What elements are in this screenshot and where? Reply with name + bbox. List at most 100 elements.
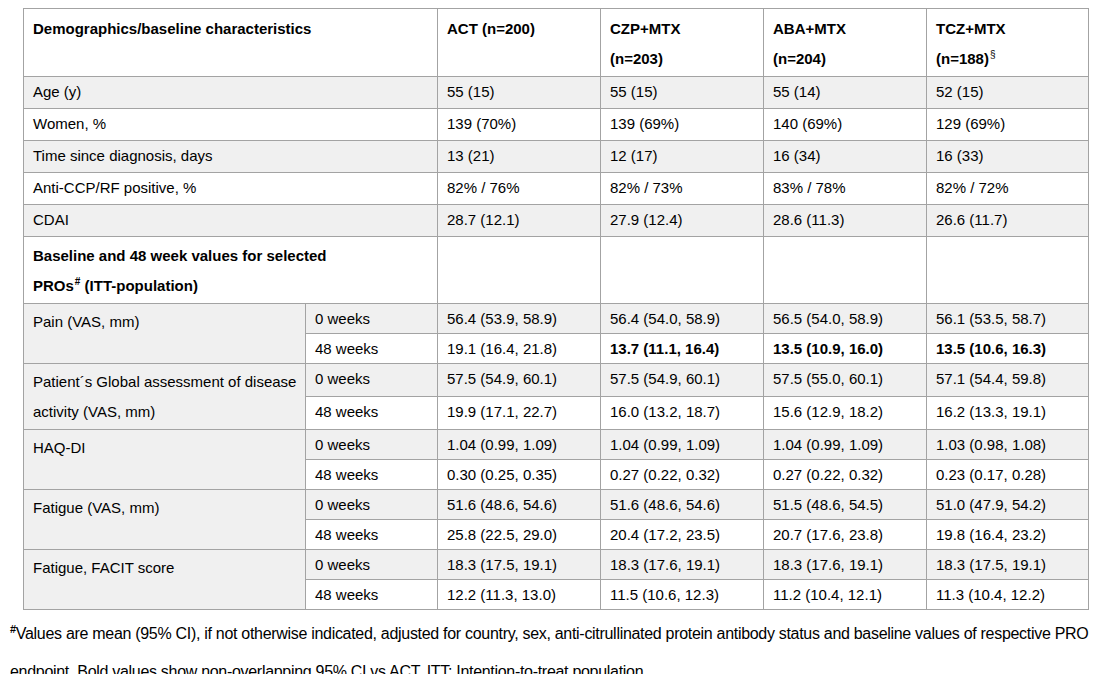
week-cell: 0 weeks (306, 304, 438, 334)
table-row: Anti-CCP/RF positive, %82% / 76%82% / 73… (24, 173, 1089, 205)
value-cell: 51.5 (48.6, 54.5) (764, 490, 927, 520)
value-cell: 1.04 (0.99, 1.09) (601, 430, 764, 460)
empty-cell (764, 237, 927, 304)
baseline-characteristics-table: Demographics/baseline characteristics AC… (23, 8, 1089, 610)
week-cell: 0 weeks (306, 364, 438, 397)
table-row: Women, %139 (70%)139 (69%)140 (69%)129 (… (24, 109, 1089, 141)
value-cell: 13.5 (10.9, 16.0) (764, 334, 927, 364)
value-cell: 52 (15) (927, 77, 1089, 109)
value-cell: 51.6 (48.6, 54.6) (601, 490, 764, 520)
row-label-cell: HAQ-DI (24, 430, 306, 490)
week-cell: 48 weeks (306, 460, 438, 490)
value-cell: 13.7 (11.1, 16.4) (601, 334, 764, 364)
value-cell: 13.5 (10.6, 16.3) (927, 334, 1089, 364)
row-label-cell: Women, % (24, 109, 438, 141)
value-cell: 26.6 (11.7) (927, 205, 1089, 237)
value-cell: 56.4 (53.9, 58.9) (438, 304, 601, 334)
superscript-marker: # (75, 276, 81, 287)
value-cell: 82% / 73% (601, 173, 764, 205)
row-label-cell: Patient´s Global assessment of disease a… (24, 364, 306, 430)
value-cell: 57.5 (55.0, 60.1) (764, 364, 927, 397)
value-cell: 11.3 (10.4, 12.2) (927, 580, 1089, 610)
value-cell: 83% / 78% (764, 173, 927, 205)
footnote: #Values are mean (95% CI), if not otherw… (10, 615, 1102, 674)
value-cell: 16 (33) (927, 141, 1089, 173)
week-cell: 0 weeks (306, 550, 438, 580)
table-row: Patient´s Global assessment of disease a… (24, 364, 1089, 397)
value-cell: 56.1 (53.5, 58.7) (927, 304, 1089, 334)
value-cell: 56.5 (54.0, 58.9) (764, 304, 927, 334)
value-cell: 25.8 (22.5, 29.0) (438, 520, 601, 550)
week-cell: 48 weeks (306, 520, 438, 550)
value-cell: 140 (69%) (764, 109, 927, 141)
table-row: Time since diagnosis, days13 (21)12 (17)… (24, 141, 1089, 173)
value-cell: 0.27 (0.22, 0.32) (764, 460, 927, 490)
value-cell: 139 (69%) (601, 109, 764, 141)
value-cell: 57.5 (54.9, 60.1) (601, 364, 764, 397)
value-cell: 0.23 (0.17, 0.28) (927, 460, 1089, 490)
value-cell: 51.0 (47.9, 54.2) (927, 490, 1089, 520)
value-cell: 19.8 (16.4, 23.2) (927, 520, 1089, 550)
value-cell: 18.3 (17.5, 19.1) (927, 550, 1089, 580)
table-row: Fatigue, FACIT score0 weeks18.3 (17.5, 1… (24, 550, 1089, 580)
table-row: Fatigue (VAS, mm)0 weeks51.6 (48.6, 54.6… (24, 490, 1089, 520)
footnote-text: Values are mean (95% CI), if not otherwi… (10, 625, 1088, 674)
value-cell: 16.2 (13.3, 19.1) (927, 397, 1089, 430)
value-cell: 13 (21) (438, 141, 601, 173)
row-label-cell: Fatigue (VAS, mm) (24, 490, 306, 550)
row-label-cell: Fatigue, FACIT score (24, 550, 306, 610)
value-cell: 28.7 (12.1) (438, 205, 601, 237)
table-row: HAQ-DI0 weeks1.04 (0.99, 1.09)1.04 (0.99… (24, 430, 1089, 460)
value-cell: 57.5 (54.9, 60.1) (438, 364, 601, 397)
value-cell: 55 (15) (601, 77, 764, 109)
value-cell: 12.2 (11.3, 13.0) (438, 580, 601, 610)
value-cell: 57.1 (54.4, 59.8) (927, 364, 1089, 397)
superscript-marker: § (990, 49, 996, 60)
column-header-demographics: Demographics/baseline characteristics (24, 9, 438, 77)
section-header-cell: Baseline and 48 week values for selected… (24, 237, 438, 304)
column-header-tcz-mtx: TCZ+MTX(n=188)§ (927, 9, 1089, 77)
column-header-aba-mtx: ABA+MTX(n=204) (764, 9, 927, 77)
value-cell: 0.30 (0.25, 0.35) (438, 460, 601, 490)
value-cell: 16.0 (13.2, 18.7) (601, 397, 764, 430)
value-cell: 11.2 (10.4, 12.1) (764, 580, 927, 610)
week-cell: 0 weeks (306, 490, 438, 520)
value-cell: 1.04 (0.99, 1.09) (764, 430, 927, 460)
value-cell: 11.5 (10.6, 12.3) (601, 580, 764, 610)
value-cell: 19.1 (16.4, 21.8) (438, 334, 601, 364)
value-cell: 55 (15) (438, 77, 601, 109)
week-cell: 48 weeks (306, 397, 438, 430)
value-cell: 20.7 (17.6, 23.8) (764, 520, 927, 550)
value-cell: 15.6 (12.9, 18.2) (764, 397, 927, 430)
value-cell: 139 (70%) (438, 109, 601, 141)
row-label-cell: Pain (VAS, mm) (24, 304, 306, 364)
value-cell: 129 (69%) (927, 109, 1089, 141)
value-cell: 55 (14) (764, 77, 927, 109)
week-cell: 48 weeks (306, 580, 438, 610)
value-cell: 1.04 (0.99, 1.09) (438, 430, 601, 460)
week-cell: 0 weeks (306, 430, 438, 460)
table-header-row: Demographics/baseline characteristics AC… (24, 9, 1089, 77)
value-cell: 18.3 (17.6, 19.1) (764, 550, 927, 580)
column-header-act: ACT (n=200) (438, 9, 601, 77)
row-label-cell: Anti-CCP/RF positive, % (24, 173, 438, 205)
empty-cell (601, 237, 764, 304)
value-cell: 27.9 (12.4) (601, 205, 764, 237)
value-cell: 20.4 (17.2, 23.5) (601, 520, 764, 550)
week-cell: 48 weeks (306, 334, 438, 364)
value-cell: 18.3 (17.5, 19.1) (438, 550, 601, 580)
table-row: Pain (VAS, mm)0 weeks56.4 (53.9, 58.9)56… (24, 304, 1089, 334)
value-cell: 82% / 72% (927, 173, 1089, 205)
column-header-czp-mtx: CZP+MTX(n=203) (601, 9, 764, 77)
value-cell: 51.6 (48.6, 54.6) (438, 490, 601, 520)
table-row: CDAI28.7 (12.1)27.9 (12.4)28.6 (11.3)26.… (24, 205, 1089, 237)
value-cell: 82% / 76% (438, 173, 601, 205)
row-label-cell: CDAI (24, 205, 438, 237)
empty-cell (927, 237, 1089, 304)
empty-cell (438, 237, 601, 304)
value-cell: 0.27 (0.22, 0.32) (601, 460, 764, 490)
row-label-cell: Age (y) (24, 77, 438, 109)
document-page: Demographics/baseline characteristics AC… (0, 0, 1107, 674)
table-row: Age (y)55 (15)55 (15)55 (14)52 (15) (24, 77, 1089, 109)
value-cell: 56.4 (54.0, 58.9) (601, 304, 764, 334)
